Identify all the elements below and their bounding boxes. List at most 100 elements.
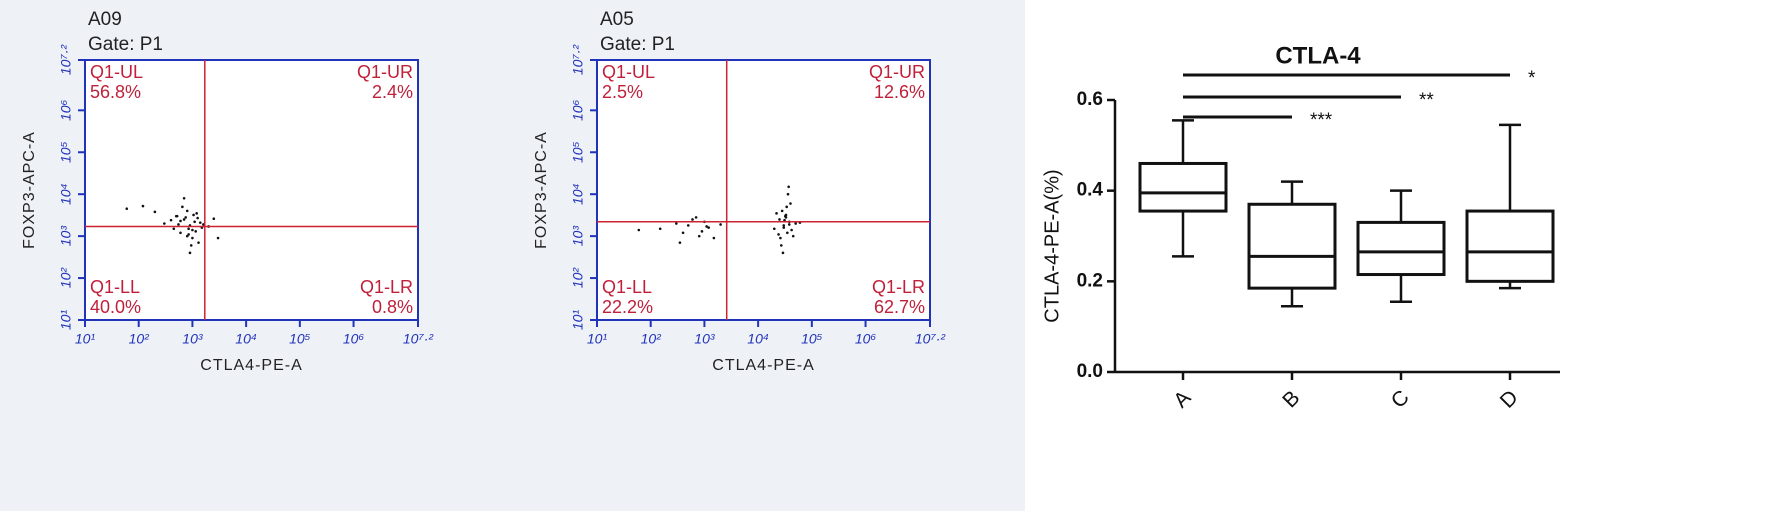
y-tick-label: 10⁷·²	[58, 44, 74, 76]
plot-title: A05	[600, 9, 634, 30]
x-axis-label: CTLA4-PE-A	[712, 357, 814, 374]
plot-subtitle: Gate: P1	[600, 34, 675, 55]
quadrant-name: Q1-LR	[872, 277, 925, 297]
y-tick-label: 10⁵	[570, 141, 586, 163]
y-tick-label: 0.4	[1077, 180, 1104, 201]
event-dot	[787, 185, 790, 189]
event-dot	[169, 218, 173, 222]
event-dot	[697, 234, 701, 238]
event-dot	[785, 205, 788, 209]
y-axis-label: FOXP3-APC-A	[21, 131, 38, 249]
quadrant-name: Q1-LL	[90, 277, 140, 297]
event-dot	[187, 233, 190, 236]
event-dot	[193, 220, 196, 224]
x-tick-label: 10⁷·²	[915, 331, 947, 347]
plot-title: A09	[88, 9, 122, 30]
event-dot	[790, 228, 793, 232]
event-dot	[787, 223, 791, 226]
event-dot	[182, 218, 186, 221]
y-tick-label: 0.0	[1077, 361, 1103, 382]
event-dot	[181, 205, 184, 209]
x-tick-label: C	[1387, 386, 1414, 413]
y-tick-label: 10²	[570, 267, 586, 289]
event-dot	[700, 230, 704, 233]
significance-label: **	[1419, 90, 1434, 111]
event-dot	[681, 231, 685, 235]
event-dot	[778, 218, 781, 221]
event-dot	[780, 209, 784, 213]
event-dot	[691, 218, 694, 221]
y-tick-label: 10⁷·²	[570, 44, 586, 76]
significance-label: *	[1528, 68, 1536, 89]
quadrant-value: 22.2%	[602, 297, 653, 317]
event-dot	[179, 219, 182, 223]
quadrant-name: Q1-UR	[869, 62, 925, 82]
event-dot	[675, 222, 678, 225]
x-tick-label: D	[1496, 386, 1523, 413]
event-dot	[202, 223, 205, 226]
quadrant-value: 0.8%	[372, 297, 413, 317]
event-dot	[678, 241, 682, 244]
event-dot	[192, 213, 195, 217]
event-dot	[784, 216, 788, 219]
significance-label: ***	[1310, 110, 1333, 131]
event-dot	[216, 236, 220, 240]
quadrant-name: Q1-UL	[90, 62, 143, 82]
x-tick-label: 10⁴	[747, 331, 769, 347]
event-dot	[782, 224, 786, 227]
quadrant-value: 62.7%	[874, 297, 925, 317]
event-dot	[191, 228, 194, 232]
x-tick-label: 10⁴	[235, 331, 257, 347]
event-dot	[772, 227, 776, 231]
event-dot	[782, 226, 786, 229]
y-tick-label: 0.6	[1077, 89, 1103, 110]
quadrant-value: 12.6%	[874, 82, 925, 102]
x-tick-label: B	[1278, 386, 1304, 412]
event-dot	[791, 234, 795, 238]
event-dot	[658, 227, 662, 231]
x-tick-label: 10³	[694, 331, 715, 347]
event-dot	[786, 231, 789, 235]
event-dot	[637, 228, 641, 232]
event-dot	[786, 192, 790, 196]
box	[1138, 161, 1228, 213]
event-dot	[694, 216, 698, 219]
quadrant-name: Q1-LR	[360, 277, 413, 297]
event-dot	[781, 251, 785, 255]
event-dot	[125, 207, 129, 211]
event-dot	[177, 223, 180, 226]
plot-frame	[84, 59, 419, 321]
event-dot	[712, 236, 716, 240]
event-dot	[794, 222, 797, 225]
x-tick-label: 10¹	[587, 331, 608, 347]
y-tick-label: 10²	[58, 267, 74, 289]
chart-title: CTLA-4	[1275, 42, 1361, 69]
event-dot	[198, 221, 202, 224]
event-dot	[172, 227, 176, 231]
quadrant-name: Q1-UR	[357, 62, 413, 82]
event-dot	[184, 216, 188, 219]
event-dot	[212, 217, 216, 221]
event-dot	[191, 236, 194, 240]
box	[1247, 202, 1337, 290]
x-tick-label: 10²	[641, 331, 663, 347]
event-dot	[195, 212, 198, 215]
event-dot	[784, 213, 788, 217]
x-tick-label: 10³	[182, 331, 203, 347]
event-dot	[182, 196, 186, 200]
x-tick-label: 10⁷·²	[403, 331, 435, 347]
event-dot	[141, 204, 145, 208]
event-dot	[185, 234, 189, 238]
y-tick-label: 10⁴	[570, 183, 586, 205]
quadrant-value: 40.0%	[90, 297, 141, 317]
x-tick-label: A	[1169, 386, 1195, 412]
x-tick-label: 10¹	[75, 331, 96, 347]
box	[1356, 220, 1446, 277]
event-dot	[196, 216, 199, 220]
event-dot	[707, 226, 710, 229]
event-dot	[783, 218, 786, 222]
y-tick-label: 10⁵	[58, 141, 74, 163]
event-dot	[719, 223, 722, 226]
